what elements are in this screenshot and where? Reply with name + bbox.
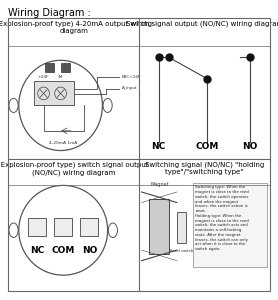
Bar [54, 218, 72, 236]
Text: 4-20mA 1mA: 4-20mA 1mA [49, 141, 77, 145]
Bar [193, 183, 267, 267]
Bar [34, 81, 74, 105]
Bar [150, 199, 169, 254]
Point [167, 55, 171, 60]
Text: (Explosion-proof type) switch signal output
(NO/NC) wiring diagram: (Explosion-proof type) switch signal out… [0, 162, 149, 176]
Point [205, 76, 209, 81]
Bar [177, 212, 186, 244]
Text: Switch signal output (NO/NC) wiring diagram: Switch signal output (NO/NC) wiring diag… [126, 21, 278, 27]
Text: Wiring Diagram :: Wiring Diagram : [8, 8, 91, 17]
Text: NC: NC [30, 246, 44, 255]
Text: +24F: +24F [38, 75, 49, 79]
Text: Switching signal (NO/NC) "holding
type"/"switching type": Switching signal (NO/NC) "holding type"/… [145, 162, 264, 175]
Text: (Explosion-proof type) 4-20mA output wiring
diagram: (Explosion-proof type) 4-20mA output wir… [0, 21, 152, 34]
Bar [80, 218, 98, 236]
Text: A_input: A_input [122, 86, 138, 91]
Text: NC: NC [152, 142, 166, 151]
Bar [45, 63, 54, 72]
Text: -M: -M [58, 75, 63, 79]
Text: Reed switch: Reed switch [170, 249, 193, 253]
Text: NO: NO [82, 246, 97, 255]
Text: EBC+24F: EBC+24F [122, 75, 141, 79]
Text: Magnet: Magnet [150, 182, 168, 187]
Text: COM: COM [195, 142, 219, 151]
Text: NO: NO [242, 142, 258, 151]
Bar [61, 63, 70, 72]
Point [248, 55, 252, 60]
Text: Switching type: When the
magnet is close to the reed
switch, the switch operates: Switching type: When the magnet is close… [195, 185, 249, 251]
Point [156, 55, 161, 60]
Text: COM: COM [51, 246, 75, 255]
Bar [28, 218, 46, 236]
